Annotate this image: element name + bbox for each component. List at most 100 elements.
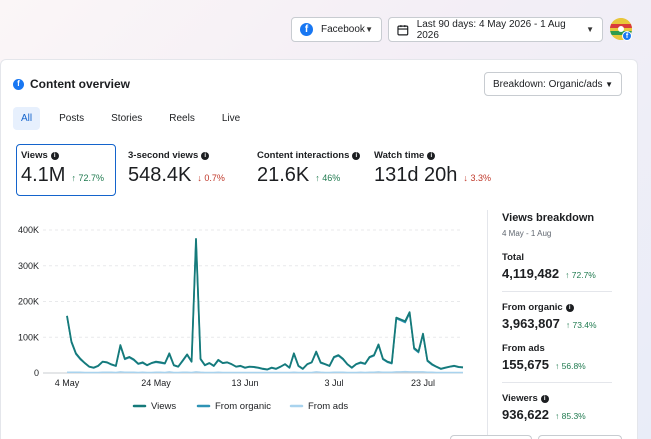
content-overview-card: f Content overview Breakdown: Organic/ad… <box>0 59 638 439</box>
metric-label-text: Watch time <box>374 150 425 161</box>
breakdown-value: 4,119,482 <box>502 266 560 281</box>
metric-value: 131d 20h <box>374 164 458 186</box>
views-breakdown-subtitle: 4 May - 1 Aug <box>502 229 552 238</box>
metric-change: ↑ 72.7% <box>71 173 105 183</box>
breakdown-value: 155,675 <box>502 357 549 372</box>
breakdown-label: Total <box>502 252 524 263</box>
breakdown-change: ↑ 85.3% <box>555 411 586 421</box>
info-icon: i <box>540 394 549 403</box>
info-icon: i <box>201 151 210 160</box>
breakdown-label: From organic i <box>502 302 627 313</box>
metric-3s-views[interactable]: 3-second views i 548.4K ↓ 0.7% <box>128 144 248 196</box>
facebook-icon: f <box>300 23 313 36</box>
breakdown-viewers: Viewers i 936,622 ↑ 85.3% <box>502 393 627 422</box>
tab-all[interactable]: All <box>13 107 41 130</box>
x-tick-label: 24 May <box>141 378 171 388</box>
content-tabs: All Posts Stories Reels Live <box>13 107 259 130</box>
breakdown-total: Total 4,119,482 ↑ 72.7% <box>502 252 627 281</box>
legend-label: From organic <box>215 401 271 412</box>
divider <box>502 382 612 383</box>
breakdown-change-value: 85.3% <box>561 411 586 421</box>
metric-change: ↑ 46% <box>315 173 341 183</box>
chevron-down-icon: ▼ <box>365 25 373 34</box>
metric-label: Views i <box>21 150 111 161</box>
platform-selector[interactable]: f Facebook ▼ <box>291 17 382 42</box>
info-icon: i <box>427 151 436 160</box>
metric-change-value: 72.7% <box>78 173 105 183</box>
tab-live[interactable]: Live <box>221 113 241 124</box>
breakdown-value: 936,622 <box>502 407 549 422</box>
y-tick-label: 0 <box>34 368 39 378</box>
info-icon: i <box>50 151 59 160</box>
y-tick-label: 400K <box>18 225 39 235</box>
tab-posts[interactable]: Posts <box>59 113 85 124</box>
metric-label: Watch time i <box>374 150 509 161</box>
breakdown-row: 936,622 ↑ 85.3% <box>502 407 627 422</box>
metric-change: ↓ 0.7% <box>197 173 225 183</box>
breakdown-organic: From organic i 3,963,807 ↑ 73.4% <box>502 302 627 331</box>
info-icon: i <box>565 303 574 312</box>
metric-label: 3-second views i <box>128 150 248 161</box>
divider <box>502 291 612 292</box>
x-tick-label: 13 Jun <box>231 378 258 388</box>
x-tick-label: 23 Jul <box>411 378 435 388</box>
metric-label-text: Content interactions <box>257 150 350 161</box>
metric-row: 4.1M ↑ 72.7% <box>21 164 111 187</box>
breakdown-change-value: 56.8% <box>561 361 586 371</box>
tab-stories[interactable]: Stories <box>111 113 143 124</box>
metric-content-interactions[interactable]: Content interactions i 21.6K ↑ 46% <box>257 144 367 196</box>
tab-reels[interactable]: Reels <box>169 113 195 124</box>
metric-watch-time[interactable]: Watch time i 131d 20h ↓ 3.3% <box>374 144 509 196</box>
series-line-views <box>66 237 464 371</box>
metric-row: 131d 20h ↓ 3.3% <box>374 164 509 187</box>
metric-label: Content interactions i <box>257 150 367 161</box>
legend-label: Views <box>151 401 176 412</box>
facebook-icon: f <box>13 78 24 90</box>
breakdown-change-value: 73.4% <box>572 320 597 330</box>
breakdown-change: ↑ 72.7% <box>565 270 596 280</box>
breakdown-change-value: 72.7% <box>571 270 596 280</box>
breakdown-label: From ads <box>502 343 545 354</box>
metric-views[interactable]: Views i 4.1M ↑ 72.7% <box>16 144 116 196</box>
views-breakdown-title: Views breakdown <box>502 212 595 224</box>
date-range-selector[interactable]: Last 90 days: 4 May 2026 - 1 Aug 2026 ▼ <box>388 17 603 42</box>
x-tick-label: 4 May <box>55 378 80 388</box>
metric-value: 21.6K <box>257 164 310 186</box>
breakdown-label-text: Viewers <box>502 393 538 404</box>
breakdown-change: ↑ 56.8% <box>555 361 586 371</box>
breakdown-select[interactable]: Breakdown: Organic/ads ▼ <box>484 72 622 96</box>
metric-label-text: Views <box>21 150 48 161</box>
metric-value: 4.1M <box>21 164 66 186</box>
metric-row: 21.6K ↑ 46% <box>257 164 367 187</box>
breakdown-row: 3,963,807 ↑ 73.4% <box>502 316 627 331</box>
date-range-label: Last 90 days: 4 May 2026 - 1 Aug 2026 <box>416 18 566 41</box>
legend-label: From ads <box>308 401 348 412</box>
breakdown-value: 3,963,807 <box>502 316 560 331</box>
metric-change: ↓ 3.3% <box>463 173 491 183</box>
footer-button[interactable] <box>450 435 532 439</box>
breakdown-select-label: Breakdown: Organic/ads <box>493 78 603 90</box>
card-title-text: Content overview <box>30 77 131 91</box>
metric-label-text: 3-second views <box>128 150 199 161</box>
metric-change-value: 3.3% <box>470 173 491 183</box>
platform-label: Facebook <box>321 24 365 35</box>
metric-value: 548.4K <box>128 164 192 186</box>
calendar-icon <box>397 24 409 35</box>
x-tick-label: 3 Jul <box>324 378 343 388</box>
breakdown-row: 4,119,482 ↑ 72.7% <box>502 266 627 281</box>
breakdown-change: ↑ 73.4% <box>565 320 597 330</box>
breakdown-row: 155,675 ↑ 56.8% <box>502 357 627 372</box>
views-breakdown-content: Views breakdown 4 May - 1 Aug Total 4,11… <box>488 212 627 422</box>
views-breakdown-panel: Views breakdown 4 May - 1 Aug Total 4,11… <box>487 210 627 439</box>
card-title: f Content overview <box>13 77 130 91</box>
facebook-badge-icon: f <box>622 31 632 41</box>
y-tick-label: 200K <box>18 297 39 307</box>
metric-change-value: 46% <box>322 173 341 183</box>
footer-button[interactable] <box>538 435 622 439</box>
info-icon: i <box>352 151 361 160</box>
metric-change-value: 0.7% <box>204 173 225 183</box>
breakdown-label-text: From organic <box>502 302 563 313</box>
chevron-down-icon: ▼ <box>605 79 613 89</box>
top-bar: f Facebook ▼ Last 90 days: 4 May 2026 - … <box>0 0 651 58</box>
metric-row: 548.4K ↓ 0.7% <box>128 164 248 187</box>
